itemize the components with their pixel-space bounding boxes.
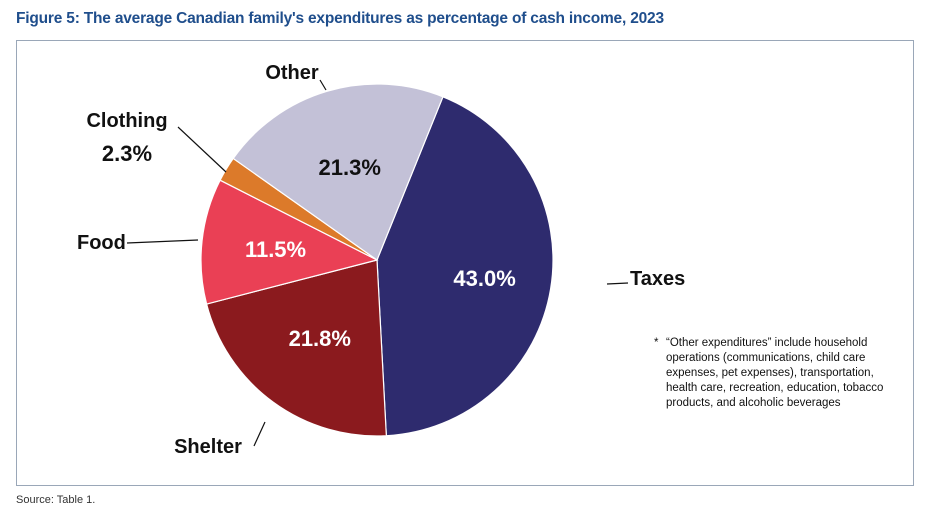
pie-slice-other <box>232 83 444 261</box>
leader-line-other <box>319 79 327 91</box>
leader-line-food <box>126 239 199 244</box>
source-note: Source: Table 1. <box>16 494 96 506</box>
chart-title: Figure 5: The average Canadian family's … <box>16 10 664 27</box>
pie-slice-shelter <box>205 259 387 437</box>
footnote-text: “Other expenditures” include household o… <box>666 337 884 409</box>
slice-value-taxes: 43.0% <box>453 266 515 291</box>
footnote: * “Other expenditures” include household… <box>654 336 904 411</box>
footnote-marker: * <box>654 337 659 349</box>
pie-slice-food <box>200 179 379 305</box>
slice-label-other: Other <box>265 62 319 84</box>
slice-label-taxes: Taxes <box>630 268 685 290</box>
leader-line-taxes <box>606 282 629 285</box>
slice-label-shelter: Shelter <box>174 436 242 458</box>
chart-frame <box>16 40 914 486</box>
leader-line-shelter <box>253 421 266 447</box>
slice-value-food: 11.5% <box>245 237 306 262</box>
slice-label-food: Food <box>77 232 126 254</box>
slice-value-shelter: 21.8% <box>289 326 351 351</box>
leader-line-clothing <box>177 126 227 173</box>
slice-label-clothing: Clothing <box>86 110 167 132</box>
pie-slice-taxes <box>376 96 554 437</box>
slice-value-clothing: 2.3% <box>102 141 152 166</box>
slice-value-other: 21.3% <box>319 155 381 180</box>
